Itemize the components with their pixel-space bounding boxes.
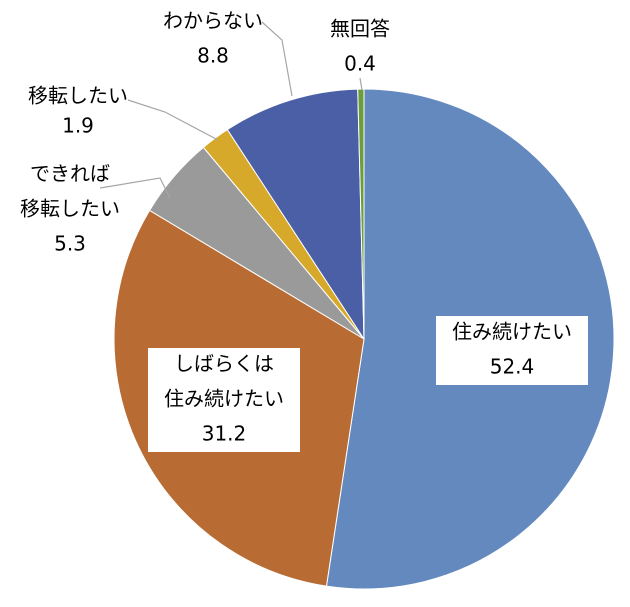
category-label: 無回答 bbox=[330, 17, 390, 41]
value-label: 1.9 bbox=[62, 114, 94, 138]
label-box bbox=[436, 316, 588, 385]
leader-lines bbox=[99, 21, 363, 199]
category-label: わからない bbox=[163, 9, 263, 33]
category-label: できれば bbox=[30, 162, 110, 186]
category-label: 住み続けたい bbox=[164, 387, 284, 411]
pie bbox=[113, 88, 615, 590]
labels: 住み続けたい52.4しばらくは住み続けたい31.2できれば移転したい5.3移転し… bbox=[20, 9, 588, 452]
category-label: 移転したい bbox=[28, 84, 128, 108]
value-label: 52.4 bbox=[490, 355, 535, 379]
category-label: 移転したい bbox=[20, 197, 120, 221]
value-label: 0.4 bbox=[344, 52, 376, 76]
category-label: 住み続けたい bbox=[452, 320, 572, 344]
category-label: しばらくは bbox=[174, 352, 274, 376]
leader-line bbox=[99, 177, 171, 199]
value-label: 5.3 bbox=[54, 232, 86, 256]
leader-line bbox=[261, 21, 293, 97]
value-label: 8.8 bbox=[197, 44, 229, 68]
leader-line bbox=[359, 77, 363, 91]
pie-slice bbox=[226, 88, 365, 341]
pie-slice bbox=[357, 88, 365, 340]
leader-line bbox=[127, 99, 219, 141]
value-label: 31.2 bbox=[202, 422, 247, 446]
label-box bbox=[148, 348, 300, 452]
